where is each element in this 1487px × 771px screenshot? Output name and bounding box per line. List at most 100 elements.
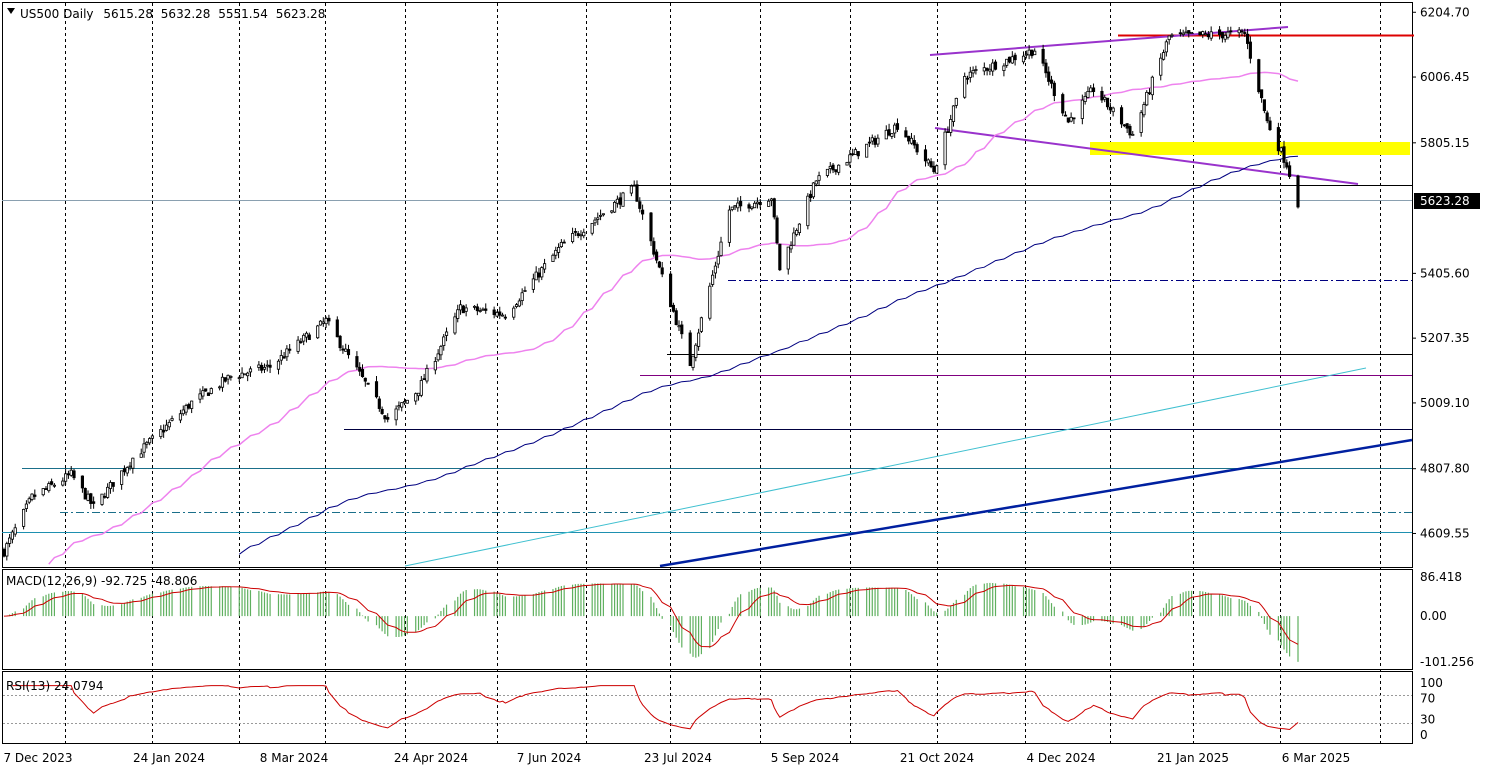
candle-body bbox=[64, 473, 68, 482]
candle-body bbox=[1265, 112, 1269, 122]
candle-body bbox=[1147, 92, 1152, 95]
candle-body bbox=[122, 468, 127, 473]
price-tick-label: 5009.10 bbox=[1420, 396, 1470, 410]
candle-body bbox=[951, 105, 956, 122]
candle-body bbox=[576, 233, 580, 236]
candle-body bbox=[890, 133, 894, 137]
candle-body bbox=[484, 308, 488, 311]
rsi-panel bbox=[3, 685, 1412, 731]
candle-body bbox=[164, 424, 169, 431]
price-tick-label: 6006.45 bbox=[1420, 70, 1470, 84]
candle-body bbox=[1296, 175, 1300, 208]
candle-body bbox=[380, 408, 384, 414]
macd-tick-label: 86.418 bbox=[1420, 570, 1462, 584]
candle-body bbox=[162, 429, 166, 433]
candle-body bbox=[596, 217, 600, 220]
candle-body bbox=[573, 231, 577, 233]
candle-body bbox=[1005, 58, 1009, 66]
candle-body bbox=[912, 140, 916, 146]
candle-body bbox=[41, 488, 45, 496]
candle-body bbox=[968, 71, 972, 78]
date-tick-label: 21 Oct 2024 bbox=[900, 751, 974, 765]
candle-body bbox=[383, 415, 387, 420]
candle-body bbox=[649, 212, 653, 242]
candle-body bbox=[206, 392, 211, 396]
vertical-grid bbox=[65, 3, 1381, 743]
candle-body bbox=[89, 493, 93, 504]
candle-body bbox=[599, 214, 603, 217]
candle-body bbox=[817, 175, 821, 181]
candle-body bbox=[865, 143, 869, 158]
candle-body bbox=[613, 201, 617, 213]
ma-slow-line bbox=[239, 155, 1299, 555]
candle-body bbox=[949, 119, 953, 133]
candle-body bbox=[1181, 32, 1185, 35]
candle-body bbox=[83, 487, 87, 500]
candle-body bbox=[974, 69, 978, 71]
candle-body bbox=[1049, 79, 1054, 84]
candle-body bbox=[674, 310, 678, 325]
macd-signal-line bbox=[3, 583, 1299, 648]
candle-body bbox=[615, 198, 619, 204]
candle-body bbox=[1044, 62, 1048, 74]
candle-body bbox=[456, 309, 460, 319]
candle-body bbox=[33, 494, 37, 497]
candle-body bbox=[120, 470, 124, 485]
candle-body bbox=[262, 367, 267, 370]
candle-body bbox=[809, 193, 813, 199]
candle-body bbox=[904, 130, 908, 138]
candle-body bbox=[184, 405, 188, 413]
candle-body bbox=[1285, 162, 1289, 168]
candle-body bbox=[1091, 87, 1096, 92]
chevron-down-icon[interactable] bbox=[7, 8, 15, 14]
macd-panel-frame bbox=[2, 569, 1413, 670]
candle-body bbox=[1257, 59, 1261, 93]
svg-text:US500 Daily 5615.28: US500 Daily 5615.28 5632.28 5551.54 5623… bbox=[20, 7, 325, 21]
candle-body bbox=[884, 129, 888, 140]
candle-body bbox=[66, 473, 70, 476]
candle-body bbox=[1276, 127, 1280, 152]
candle-body bbox=[719, 241, 723, 257]
candle-body bbox=[537, 272, 541, 278]
candle-body bbox=[358, 366, 362, 372]
candle-body bbox=[1030, 49, 1034, 57]
symbol-label: US500 bbox=[20, 7, 59, 21]
candle-body bbox=[296, 339, 300, 352]
candle-body bbox=[753, 202, 757, 209]
candle-body bbox=[1184, 31, 1188, 34]
candle-body bbox=[464, 307, 468, 312]
candle-body bbox=[276, 360, 281, 370]
candle-body bbox=[167, 421, 171, 428]
low-readout: 5551.54 bbox=[218, 7, 268, 21]
candle-body bbox=[1108, 106, 1112, 111]
candle-body bbox=[327, 317, 331, 322]
rsi-axis: 100 70 30 0 bbox=[1420, 676, 1443, 742]
candle-body bbox=[1069, 116, 1073, 122]
candle-body bbox=[402, 401, 407, 404]
candle-body bbox=[478, 310, 482, 312]
candle-body bbox=[461, 305, 465, 314]
candle-body bbox=[442, 336, 446, 346]
candle-body bbox=[915, 144, 919, 153]
candle-body bbox=[108, 482, 113, 489]
candle-body bbox=[652, 241, 656, 255]
candle-body bbox=[512, 307, 516, 318]
candle-body bbox=[139, 453, 143, 458]
candle-body bbox=[500, 314, 505, 317]
candle-body bbox=[806, 195, 810, 227]
candle-body bbox=[204, 388, 208, 392]
candle-body bbox=[680, 324, 684, 335]
candle-body bbox=[425, 367, 429, 382]
candle-body bbox=[237, 377, 241, 380]
rsi-tick-label: 100 bbox=[1420, 676, 1443, 690]
candle-body bbox=[1122, 124, 1126, 127]
candle-body bbox=[926, 159, 930, 164]
candle-body bbox=[895, 123, 900, 130]
candle-body bbox=[1007, 56, 1012, 63]
candle-body bbox=[374, 381, 379, 398]
candle-body bbox=[248, 368, 253, 373]
date-axis: 7 Dec 2023 24 Jan 2024 8 Mar 2024 24 Apr 20… bbox=[3, 751, 1350, 765]
candle-body bbox=[346, 349, 351, 356]
candle-body bbox=[1013, 54, 1017, 61]
